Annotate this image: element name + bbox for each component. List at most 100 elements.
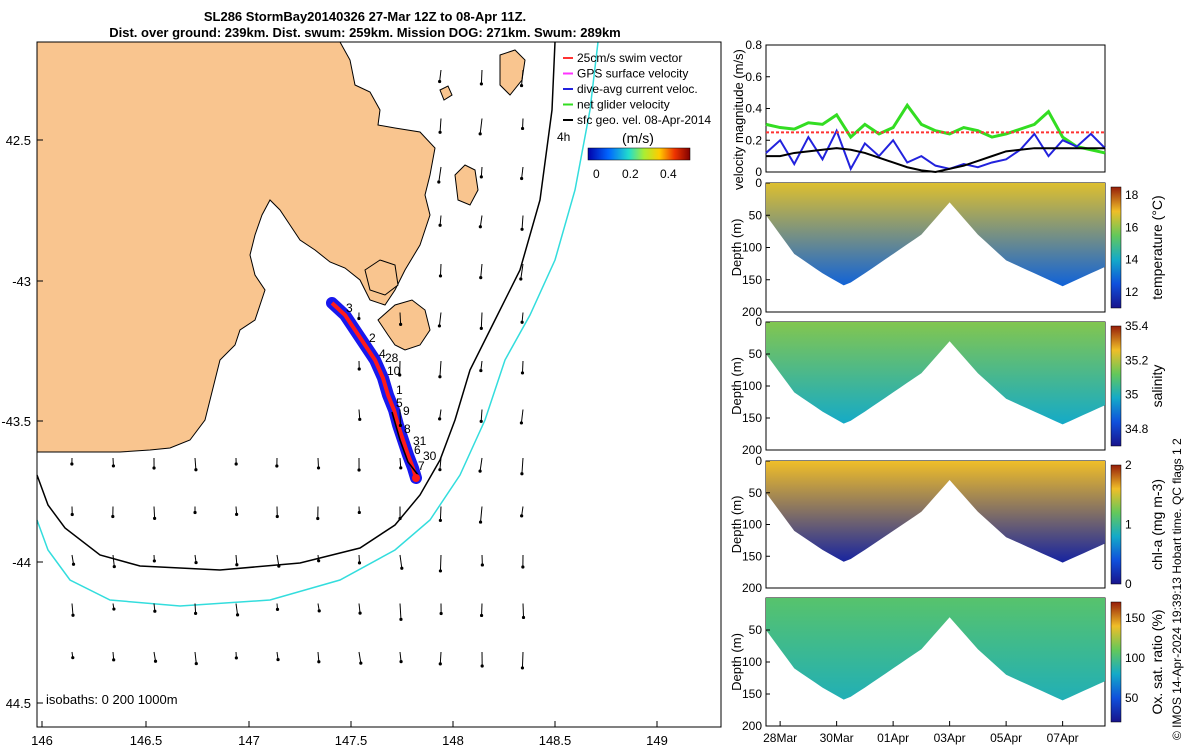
legend-label: 25cm/s swim vector [577,51,682,65]
velocity-arrow-head [438,518,442,523]
day-label: 10 [387,364,401,378]
colorbar-tick-label: 2 [1125,458,1132,472]
depth-ytick-label: 150 [742,273,762,287]
velocity-arrow [480,312,483,329]
velocity-arrow-head [357,316,361,321]
velocity-arrow-head [520,514,524,518]
velocity-arrow [194,651,197,664]
velocity-arrow-head [359,661,363,665]
depth-ytick-label: 200 [742,719,762,733]
velocity-arrow-head [358,417,362,421]
lon-tick-label: 146.5 [130,733,163,748]
velocity-arrow [522,603,525,618]
velocity-arrow-head [153,609,157,613]
velocity-arrow-head [111,514,115,519]
depth-ytick-label: 150 [742,411,762,425]
velocity-arrow-head [479,368,483,373]
velocity-arrow [439,506,442,521]
velocity-arrow [439,118,442,133]
day-label: 3 [346,301,353,315]
depth-ytick-label: 100 [742,241,762,255]
depth-ytick-label: 0 [755,315,762,329]
depth-ylabel: Depth (m) [729,496,744,554]
colorbar-tick-label: 1 [1125,518,1132,532]
velocity-arrow-head [71,613,75,617]
day-label: 8 [404,422,411,436]
colorbar-tick-label: 0 [1125,577,1132,591]
velocity-arrow-head [275,514,279,519]
velocity-arrow-head [399,466,403,470]
velocity-arrow-head [399,322,403,326]
colorbar-tick-label: 100 [1125,651,1145,665]
day-label: 9 [403,404,410,418]
depth-ytick-label: 200 [742,305,762,319]
velocity-arrow-head [277,564,281,568]
velocity-series-surface-speed [766,147,1105,174]
velocity-arrow-head [317,609,321,613]
date-tick-label: 30Mar [820,731,854,745]
day-label: 7 [418,459,425,473]
velocity-arrow-head [400,566,404,570]
velocity-arrow-head [194,661,198,666]
isobath-label: isobaths: 0 200 1000m [46,692,178,707]
velocity-arrow-head [479,419,483,423]
day-label: 4 [379,347,386,361]
velocity-arrow [480,69,483,84]
velocity-arrow [358,651,362,664]
velocity-arrow [439,215,442,226]
velocity-arrow-head [398,373,402,377]
velocity-series-dive-avg-current-veloc- [765,128,1106,172]
lon-tick-label: 147.5 [335,733,368,748]
velocity-arrow-head [438,130,442,134]
lon-tick-label: 146 [31,733,53,748]
profile-colorbar [1110,325,1122,447]
velocity-arrow-head [194,611,198,615]
velocity-arrow-head [519,421,524,425]
velocity-arrow-head [478,132,482,136]
colorbar-label: salinity [1149,365,1165,408]
velocity-arrow-head [71,656,75,660]
colorbar-tick-label: 35.4 [1125,319,1149,333]
isobath-200m [36,41,556,571]
forestier-island [364,259,399,296]
lat-tick-label: 42.5 [6,133,31,148]
map-legend: 25cm/s swim vector GPS surface velocitydi… [563,51,711,127]
velocity-arrow-head [152,559,156,563]
velocity-arrow [521,69,524,86]
colorbar-tick-label: 50 [1125,691,1139,705]
lon-tick-label: 148 [442,733,464,748]
day-label: 5 [396,396,403,410]
lat-tick-label: -44 [12,555,31,570]
velocity-ytick-label: 0.4 [745,102,762,116]
velocity-arrow [521,166,524,179]
velocity-arrow-head [478,520,483,524]
velocity-arrow-head [438,468,442,472]
colorbar-tick-label: 150 [1125,611,1145,625]
profile-colorbar [1110,464,1122,585]
lon-tick-label: 149 [646,733,668,748]
velocity-arrow-head [521,615,526,620]
colorbar-tick-label: 18 [1125,188,1139,202]
velocity-arrow [521,651,524,668]
velocity-arrow [439,360,442,377]
maria-island [454,164,479,206]
velocity-arrow-head [479,82,483,86]
depth-ytick-label: 150 [742,549,762,563]
velocity-arrow [399,603,402,620]
depth-ytick-label: 200 [742,443,762,457]
velocity-arrow [521,215,524,230]
velocity-arrow [112,554,115,567]
velocity-arrow-head [478,469,482,473]
velocity-arrow-head [317,660,321,664]
profile-colorbar [1110,601,1122,723]
velocity-arrow-head [112,564,116,569]
velocity-arrow-head [111,464,116,468]
depth-ytick-label: 100 [742,655,762,669]
velocity-arrow-head [520,176,524,181]
velocity-arrow [194,457,197,470]
velocity-arrow [480,409,483,422]
velocity-arrow [317,651,320,662]
velocity-arrow [520,263,524,280]
velocity-arrow-head [520,371,525,375]
